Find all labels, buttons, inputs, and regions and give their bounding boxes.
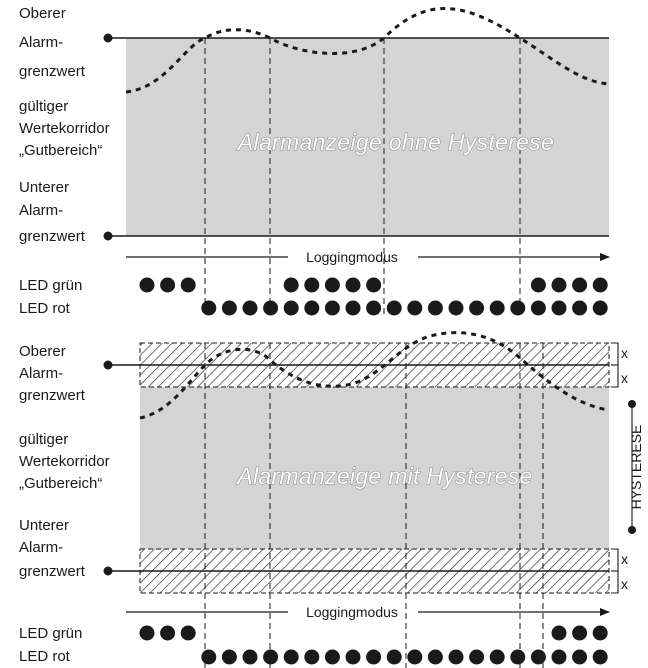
hysteresis-bracket	[611, 342, 633, 594]
panel-title: Alarmanzeige mit Hysterese	[235, 463, 532, 489]
led-dot	[530, 649, 546, 665]
led-dot	[345, 277, 361, 293]
led-dot	[407, 649, 423, 665]
led-dot	[324, 649, 340, 665]
led-dot	[242, 300, 258, 316]
led-dot	[242, 649, 258, 665]
led-dot	[427, 649, 443, 665]
x-mark: x	[621, 551, 628, 567]
led-green-row	[139, 625, 608, 641]
led-dot	[345, 649, 361, 665]
panel-title: Alarmanzeige ohne Hysterese	[236, 129, 554, 155]
led-dot	[572, 649, 588, 665]
led-dot	[469, 649, 485, 665]
led-dot	[366, 300, 382, 316]
led-red-label: LED rot	[19, 300, 71, 317]
x-mark: x	[621, 370, 628, 386]
led-dot	[592, 300, 608, 316]
upper-alarm-label: Oberer Alarm- grenzwert	[19, 343, 86, 404]
upper-alarm-dot	[103, 33, 113, 43]
measurement-curve	[139, 331, 610, 420]
bottom-panel: x x x x HYSTERESE Oberer Alarm- grenzwer…	[19, 331, 644, 668]
led-dot	[201, 649, 217, 665]
led-dot	[572, 625, 588, 641]
led-dot	[221, 300, 237, 316]
led-dot	[366, 649, 382, 665]
led-dot	[572, 277, 588, 293]
upper-alarm-label: Oberer Alarm- grenzwert	[19, 5, 86, 80]
led-dot	[592, 649, 608, 665]
led-dot	[448, 300, 464, 316]
hysteresis-dot-top	[628, 400, 636, 408]
led-dot	[304, 300, 320, 316]
led-green-label: LED grün	[19, 625, 82, 642]
led-dot	[510, 649, 526, 665]
lower-alarm-label: Unterer Alarm- grenzwert	[19, 517, 86, 580]
lower-alarm-dot	[103, 231, 113, 241]
led-dot	[592, 625, 608, 641]
led-dot	[469, 300, 485, 316]
led-dot	[324, 277, 340, 293]
led-dot	[283, 649, 299, 665]
led-dot	[263, 300, 279, 316]
led-dot	[366, 277, 382, 293]
led-dot	[283, 277, 299, 293]
led-dot	[551, 300, 567, 316]
led-red-row	[201, 649, 608, 665]
led-dot	[386, 649, 402, 665]
led-dot	[139, 277, 155, 293]
led-dot	[201, 300, 217, 316]
led-dot	[180, 277, 196, 293]
led-dot	[160, 277, 176, 293]
led-dot	[304, 649, 320, 665]
led-dot	[510, 300, 526, 316]
led-dot	[551, 277, 567, 293]
led-dot	[551, 649, 567, 665]
upper-alarm-dot	[103, 360, 113, 370]
led-dot	[263, 649, 279, 665]
led-dot	[592, 277, 608, 293]
measurement-curve	[125, 7, 610, 94]
led-dot	[448, 649, 464, 665]
x-mark: x	[621, 576, 628, 592]
led-dot	[489, 649, 505, 665]
top-panel: Oberer Alarm- grenzwert gültiger Werteko…	[19, 5, 610, 317]
led-dot	[551, 625, 567, 641]
hysteresis-dot-bottom	[628, 526, 636, 534]
led-red-label: LED rot	[19, 648, 71, 665]
led-green-label: LED grün	[19, 277, 82, 294]
logging-label: Loggingmodus	[306, 249, 398, 265]
led-dot	[572, 300, 588, 316]
led-dot	[180, 625, 196, 641]
led-dot	[139, 625, 155, 641]
led-red-row	[201, 300, 608, 316]
corridor-label: gültiger Wertekorridor „Gutbereich“	[19, 431, 114, 492]
hysteresis-label: HYSTERESE	[628, 425, 644, 510]
led-dot	[283, 300, 299, 316]
valid-corridor-area	[126, 38, 609, 236]
x-mark: x	[621, 345, 628, 361]
logging-label: Loggingmodus	[306, 604, 398, 620]
lower-alarm-dot	[103, 566, 113, 576]
led-dot	[345, 300, 361, 316]
led-dot	[324, 300, 340, 316]
led-dot	[530, 277, 546, 293]
led-dot	[427, 300, 443, 316]
corridor-label: gültiger Wertekorridor „Gutbereich“	[19, 98, 114, 159]
led-dot	[160, 625, 176, 641]
event-marker-lines	[204, 343, 544, 668]
event-marker-lines	[204, 38, 521, 316]
led-green-row	[139, 277, 608, 293]
led-dot	[304, 277, 320, 293]
led-dot	[221, 649, 237, 665]
led-dot	[489, 300, 505, 316]
lower-alarm-label: Unterer Alarm- grenzwert	[19, 179, 86, 245]
led-dot	[386, 300, 402, 316]
led-dot	[530, 300, 546, 316]
led-dot	[407, 300, 423, 316]
